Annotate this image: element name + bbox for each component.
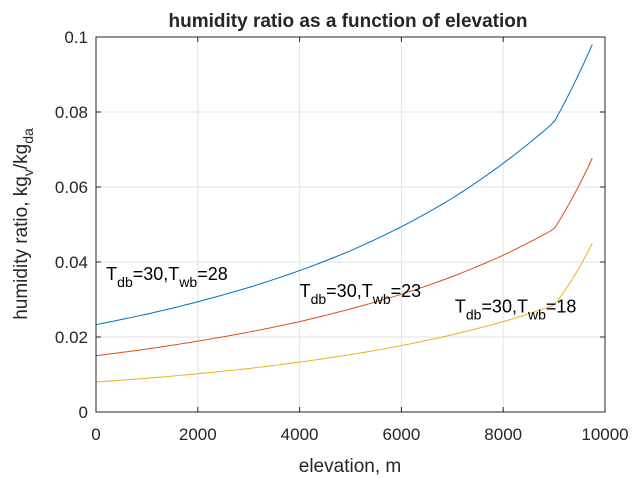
y-tick-label: 0 xyxy=(79,403,88,422)
x-tick-label: 2000 xyxy=(179,425,217,444)
y-tick-label: 0.1 xyxy=(64,28,88,47)
chart-title: humidity ratio as a function of elevatio… xyxy=(169,11,528,32)
y-tick-label: 0.02 xyxy=(55,328,88,347)
series-annotation-3: Tdb=30,Twb=18 xyxy=(455,297,577,323)
series-line-2 xyxy=(95,157,593,357)
annotation-text: =28 xyxy=(197,264,228,284)
ticks-group: 0 2000 4000 6000 8000 10000 0 0.02 0.04 0.06 0.08 0… xyxy=(55,28,629,444)
y-axis-label-sub-v: v xyxy=(20,169,36,176)
series-group xyxy=(95,44,593,383)
series-line-1 xyxy=(95,44,593,326)
annotation-text: =30,T xyxy=(326,281,373,301)
annotation-subscript: db xyxy=(311,291,327,307)
annotation-subscript: wb xyxy=(372,291,391,307)
x-tick-label: 10000 xyxy=(581,425,628,444)
annotation-text: =23 xyxy=(391,281,422,301)
plot-frame xyxy=(95,36,606,413)
annotation-text: =18 xyxy=(546,297,577,317)
y-axis-label-mid: /kg xyxy=(11,144,32,169)
annotation-text: T xyxy=(300,281,311,301)
plot-area xyxy=(96,37,605,412)
y-axis-label-main: humidity ratio, kg xyxy=(11,176,32,320)
annotation-subscript: wb xyxy=(178,274,197,290)
x-tick-label: 6000 xyxy=(382,425,420,444)
x-axis-label: elevation, m xyxy=(299,456,401,477)
annotation-subscript: db xyxy=(117,274,133,290)
series-line-3 xyxy=(95,243,593,383)
y-tick-label: 0.06 xyxy=(55,178,88,197)
annotation-text: =30,T xyxy=(133,264,180,284)
x-tick-label: 4000 xyxy=(281,425,319,444)
y-axis-label-sub-da: da xyxy=(20,128,36,144)
annotation-text: =30,T xyxy=(481,297,528,317)
series-annotation-1: Tdb=30,Twb=28 xyxy=(106,264,228,290)
x-tick-label: 8000 xyxy=(484,425,522,444)
x-tick-label: 0 xyxy=(91,425,100,444)
y-tick-label: 0.04 xyxy=(55,253,88,272)
y-tick-label: 0.08 xyxy=(55,103,88,122)
annotation-subscript: wb xyxy=(527,307,546,323)
y-axis-label: humidity ratio, kgv/kgda xyxy=(11,128,36,320)
annotation-text: T xyxy=(455,297,466,317)
annotation-text: T xyxy=(106,264,117,284)
series-annotation-2: Tdb=30,Twb=23 xyxy=(300,281,422,307)
annotation-subscript: db xyxy=(466,307,482,323)
